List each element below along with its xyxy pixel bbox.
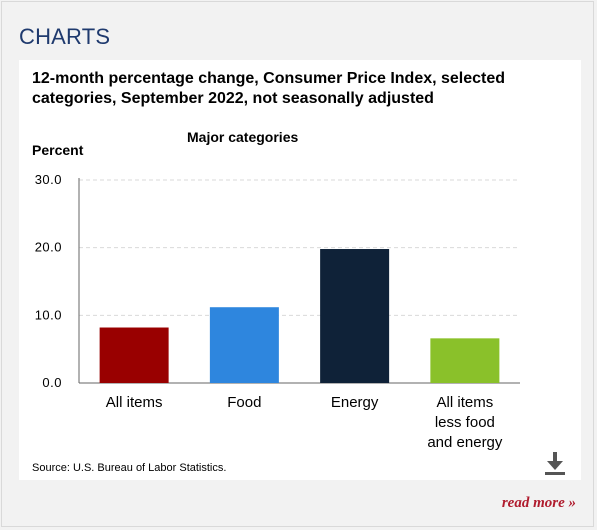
bar bbox=[99, 327, 169, 383]
y-tick-label: 0.0 bbox=[42, 375, 62, 390]
x-tick-label: Food bbox=[227, 394, 261, 411]
read-more-link[interactable]: read more » bbox=[501, 495, 576, 511]
chart-subtitle: Major categories bbox=[187, 129, 299, 145]
bar bbox=[320, 249, 390, 383]
x-tick-label: and energy bbox=[427, 434, 503, 451]
section-heading: CHARTS bbox=[19, 24, 111, 49]
x-tick-label: All items bbox=[437, 394, 494, 411]
x-tick-label: All items bbox=[106, 394, 163, 411]
download-icon[interactable] bbox=[542, 450, 568, 478]
chart-source: Source: U.S. Bureau of Labor Statistics. bbox=[32, 462, 227, 474]
y-axis-label: Percent bbox=[32, 142, 84, 158]
chart-title: 12-month percentage change, Consumer Pri… bbox=[32, 70, 506, 107]
bar bbox=[430, 338, 500, 383]
x-tick-label: less food bbox=[435, 414, 495, 431]
y-tick-label: 20.0 bbox=[35, 240, 62, 255]
x-tick-label: Energy bbox=[331, 394, 379, 411]
bar bbox=[209, 307, 279, 383]
chart-card: 12-month percentage change, Consumer Pri… bbox=[19, 60, 581, 480]
y-tick-label: 10.0 bbox=[35, 307, 62, 322]
bar-chart: 0.0 10.0 20.0 30.0 All items Food Energy All it… bbox=[35, 172, 520, 451]
y-tick-label: 30.0 bbox=[35, 172, 62, 187]
